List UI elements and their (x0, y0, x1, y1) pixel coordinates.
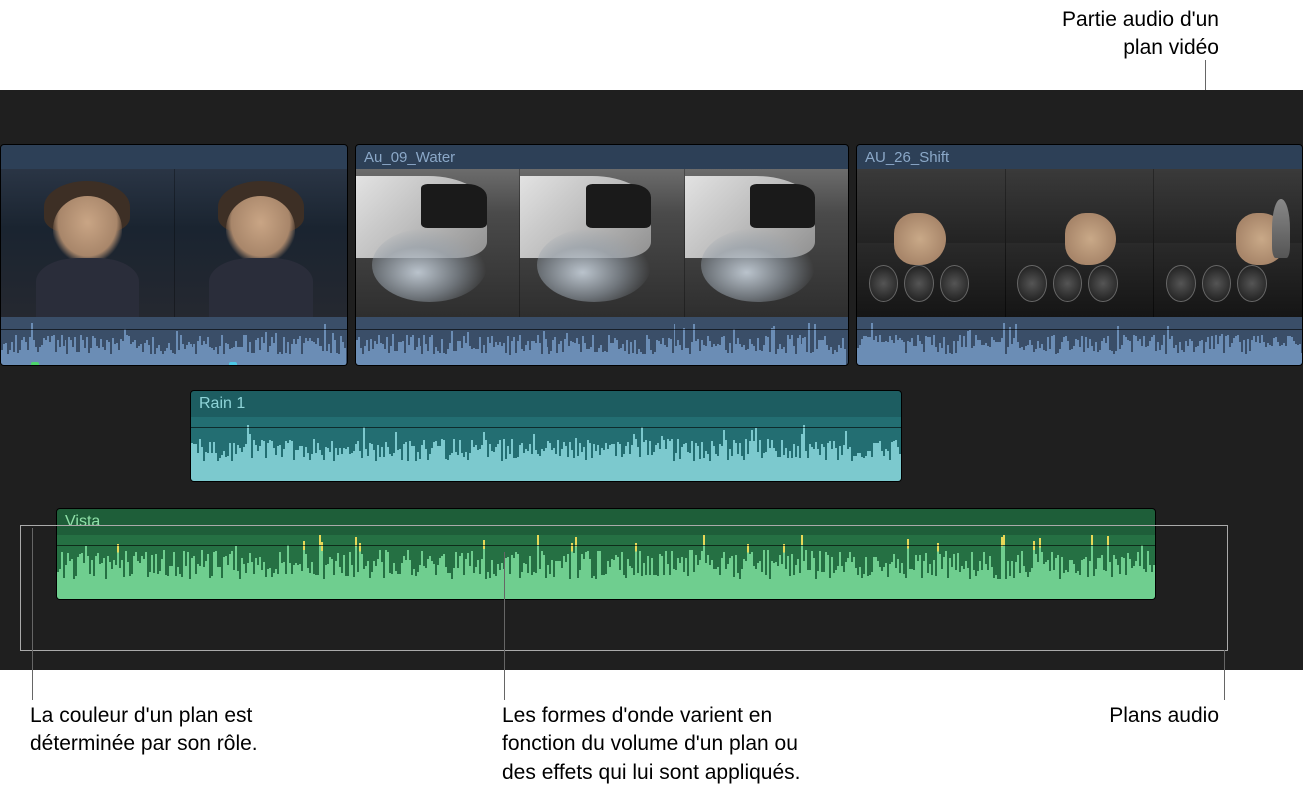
video-thumbnails (857, 169, 1302, 317)
callout-line-bottom-center (504, 552, 505, 700)
callout-line-bottom-right (1224, 650, 1225, 700)
audio-clip[interactable]: Vista (56, 508, 1156, 600)
video-audio-waveform[interactable] (356, 317, 848, 366)
audio-waveform[interactable] (57, 535, 1155, 600)
audio-waveform[interactable] (191, 417, 901, 482)
video-clip-title (1, 145, 347, 169)
volume-line[interactable] (57, 545, 1155, 546)
clip-marker[interactable] (229, 362, 237, 366)
audio-track-2: Vista (0, 508, 1303, 600)
audio-clip-title: Vista (57, 509, 1155, 535)
volume-line[interactable] (356, 329, 848, 330)
clip-marker[interactable] (31, 362, 39, 366)
video-audio-waveform[interactable] (857, 317, 1302, 366)
video-clip[interactable] (0, 144, 348, 366)
video-thumbnails (356, 169, 848, 317)
annotation-waveforms: Les formes d'onde varient en fonction du… (502, 702, 800, 787)
timeline-container: Au_09_Water AU_26_Shift (0, 90, 1303, 670)
volume-line[interactable] (191, 427, 901, 428)
audio-track-1: Rain 1 (0, 390, 1303, 482)
annotation-audio-portion: Partie audio d'un plan vidéo (1062, 6, 1219, 63)
volume-line[interactable] (1, 329, 347, 330)
video-thumbnails (1, 169, 347, 317)
video-clip-title: AU_26_Shift (857, 145, 1302, 169)
volume-line[interactable] (857, 329, 1302, 330)
audio-clip[interactable]: Rain 1 (190, 390, 902, 482)
video-clip-title: Au_09_Water (356, 145, 848, 169)
callout-line-bottom-left (32, 528, 33, 700)
annotation-audio-clips: Plans audio (1109, 702, 1219, 730)
video-clip[interactable]: AU_26_Shift (856, 144, 1303, 366)
video-audio-waveform[interactable] (1, 317, 347, 366)
annotation-color-role: La couleur d'un plan est déterminée par … (30, 702, 258, 759)
video-clip[interactable]: Au_09_Water (355, 144, 849, 366)
video-track: Au_09_Water AU_26_Shift (0, 144, 1303, 366)
audio-clip-title: Rain 1 (191, 391, 901, 417)
